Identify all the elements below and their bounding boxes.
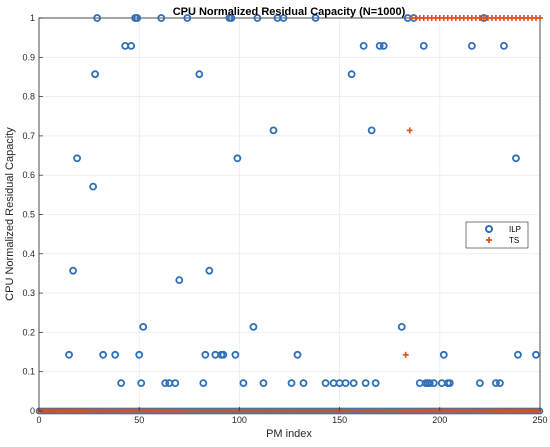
ilp-point (195, 70, 204, 79)
ilp-point (439, 350, 448, 359)
ilp-point (299, 379, 308, 387)
ilp-point (467, 42, 476, 50)
ilp-point (512, 154, 520, 163)
ilp-point (347, 70, 356, 79)
legend-ilp-marker (485, 225, 493, 233)
ilp-point (219, 350, 228, 359)
ilp-point (93, 14, 102, 22)
ilp-point (371, 379, 380, 387)
ilp-point (69, 266, 77, 275)
ilp-point (379, 42, 388, 50)
ilp-point (139, 322, 148, 331)
y-tick-label: 1 (30, 13, 35, 23)
ilp-point (425, 379, 434, 387)
ilp-point (133, 14, 142, 22)
ilp-point (137, 379, 146, 387)
ilp-point (253, 14, 262, 22)
ilp-point (99, 350, 108, 359)
ilp-point (287, 379, 296, 387)
y-tick-label: 0.7 (22, 131, 35, 141)
y-tick-label: 0.5 (22, 210, 35, 220)
legend: ILP TS (465, 221, 529, 249)
ilp-point (311, 14, 320, 22)
y-tick-label: 0.4 (22, 249, 35, 259)
ilp-point (475, 379, 484, 387)
ilp-point (293, 350, 302, 359)
ilp-point (341, 379, 350, 387)
ilp-point (496, 379, 504, 387)
ilp-point (91, 70, 100, 79)
ilp-point (249, 322, 258, 331)
ilp-point (127, 42, 136, 50)
x-tick-label: 200 (432, 415, 447, 425)
y-tick-label: 0.1 (22, 367, 35, 377)
legend-box (465, 221, 529, 249)
y-tick-label: 0.8 (22, 92, 35, 102)
ilp-point (259, 379, 268, 387)
zero-baseline-points (35, 407, 544, 415)
ilp-point (445, 379, 454, 387)
ilp-point (397, 322, 406, 331)
ilp-point (231, 350, 240, 359)
ilp-point (171, 379, 180, 387)
y-tick-label: 0.3 (22, 288, 35, 298)
y-tick-label: 0.9 (22, 52, 35, 62)
x-tick-label: 250 (532, 415, 547, 425)
data-points (65, 14, 543, 387)
ilp-point (514, 350, 522, 359)
ilp-point (349, 379, 358, 387)
legend-ts-label: TS (509, 236, 519, 245)
ts-point (406, 127, 413, 134)
ilp-point (361, 379, 370, 387)
ilp-point (201, 350, 210, 359)
ilp-point (500, 42, 508, 50)
ilp-point (161, 379, 170, 387)
legend-ilp-label: ILP (509, 225, 521, 234)
ilp-point (233, 154, 242, 163)
ilp-point (135, 350, 144, 359)
axis-ticks: 0 50 100 150 200 250 0 0.1 0.2 0.3 0.4 0.5 0.6 0.7 0.8… (22, 13, 547, 425)
ilp-point (65, 350, 73, 359)
ilp-point (205, 266, 214, 275)
ilp-point (175, 276, 184, 285)
ilp-point (367, 126, 376, 135)
ilp-point (269, 126, 278, 135)
ilp-point (183, 14, 192, 22)
ilp-point (359, 42, 368, 50)
ilp-point (157, 14, 166, 22)
ilp-point (239, 379, 248, 387)
x-tick-label: 100 (232, 415, 247, 425)
x-tick-label: 150 (332, 415, 347, 425)
x-axis-label: PM index (266, 428, 312, 440)
ilp-point (279, 14, 288, 22)
ts-point (402, 351, 409, 358)
ilp-point (117, 379, 126, 387)
ilp-point (73, 154, 81, 163)
ilp-point (227, 14, 236, 22)
ilp-point (419, 42, 428, 50)
ilp-point (375, 42, 384, 50)
x-tick-label: 50 (134, 415, 144, 425)
legend-ts-marker (486, 237, 492, 243)
ts-point (537, 15, 543, 21)
ilp-point (429, 379, 438, 387)
ilp-point (111, 350, 120, 359)
ilp-point (492, 379, 500, 387)
y-tick-label: 0.6 (22, 170, 35, 180)
ilp-point (199, 379, 208, 387)
ilp-point (89, 182, 98, 191)
ilp-point (532, 350, 540, 359)
chart-title: CPU Normalized Residual Capacity (N=1000… (173, 6, 406, 18)
x-tick-label: 0 (36, 415, 41, 425)
ilp-point (321, 379, 330, 387)
y-tick-label: 0.2 (22, 327, 35, 337)
y-tick-label: 0 (30, 406, 35, 416)
y-axis-label: CPU Normalized Residual Capacity (4, 127, 16, 301)
